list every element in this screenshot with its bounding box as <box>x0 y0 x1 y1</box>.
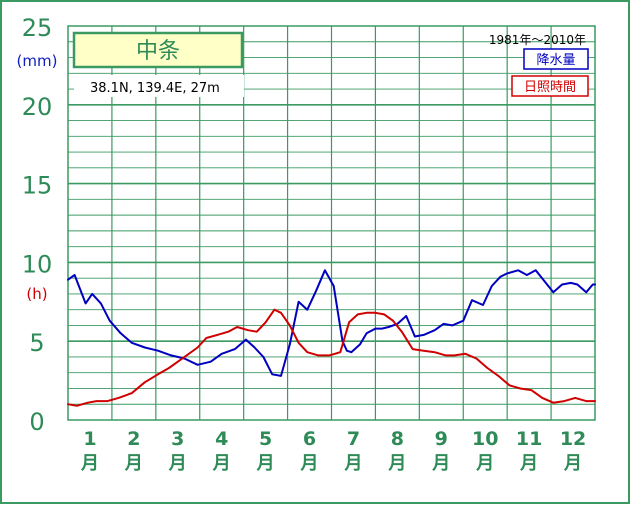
month-kanji: 月 <box>343 453 362 474</box>
month-kanji: 月 <box>519 453 538 474</box>
month-kanji: 月 <box>80 453 99 474</box>
y-tick-label: 5 <box>29 329 44 357</box>
plot-border <box>67 25 596 421</box>
series-line-precipitation <box>67 269 596 377</box>
month-number: 6 <box>303 428 316 450</box>
month-kanji: 月 <box>124 453 143 474</box>
y-tick-label: 15 <box>22 172 53 200</box>
month-number: 7 <box>347 428 360 450</box>
month-kanji: 月 <box>300 453 319 474</box>
legend-sun-box <box>511 75 589 97</box>
sunshine-unit-label: (h) <box>26 285 47 303</box>
month-kanji: 月 <box>212 453 231 474</box>
y-tick-label: 10 <box>22 250 53 278</box>
month-kanji: 月 <box>256 453 275 474</box>
x-tick-labels: 1 月 2 月 3 月 4 月 5 月 6 月 7 月 8 月 9 月 10 月 11 月 12 月 <box>80 428 586 474</box>
month-number: 1 <box>83 428 96 450</box>
month-number: 3 <box>171 428 184 450</box>
month-kanji: 月 <box>168 453 187 474</box>
month-kanji: 月 <box>563 453 582 474</box>
period-label: 1981年〜2010年 <box>489 33 586 47</box>
month-number: 12 <box>560 428 586 450</box>
station-name: 中条 <box>136 39 180 64</box>
month-number: 4 <box>215 428 228 450</box>
station-location-bg <box>74 75 244 97</box>
y-tick-label: 25 <box>22 14 53 42</box>
legend-sun-label: 日照時間 <box>524 80 576 95</box>
month-kanji: 月 <box>475 453 494 474</box>
series-layer <box>67 269 596 407</box>
series-line-sunshine <box>67 308 596 407</box>
legend-precip-box <box>523 48 589 70</box>
y-tick-label: 0 <box>29 408 44 436</box>
month-kanji: 月 <box>387 453 406 474</box>
month-number: 11 <box>516 428 542 450</box>
station-name-box <box>72 31 244 69</box>
y-tick-label: 20 <box>22 93 53 121</box>
month-number: 9 <box>435 428 448 450</box>
month-number: 10 <box>472 428 498 450</box>
month-kanji: 月 <box>431 453 450 474</box>
legend-precip-label: 降水量 <box>536 53 575 68</box>
month-number: 2 <box>127 428 140 450</box>
month-number: 5 <box>259 428 272 450</box>
precip-unit-label: (mm) <box>17 52 58 70</box>
y-tick-labels: 0 5 10 15 20 25 <box>22 14 53 436</box>
month-number: 8 <box>391 428 404 450</box>
station-location: 38.1N, 139.4E, 27m <box>90 81 220 96</box>
